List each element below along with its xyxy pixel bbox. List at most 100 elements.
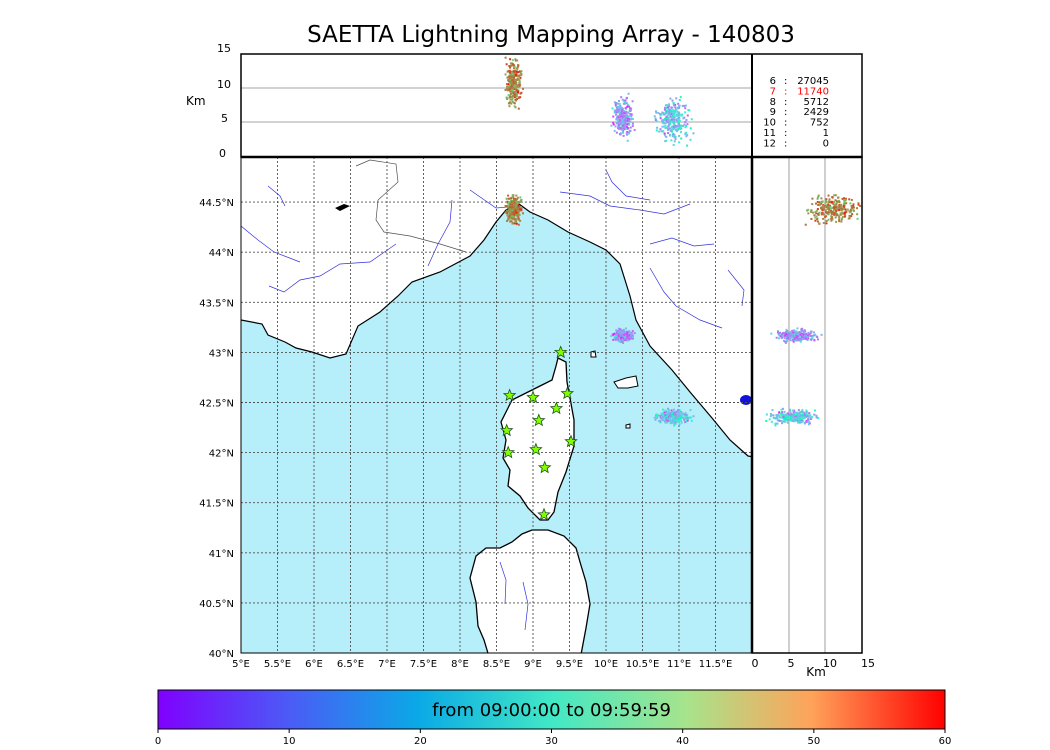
lightning-source-point: [624, 333, 627, 336]
lightning-source-point: [667, 419, 670, 422]
lightning-source-point: [662, 414, 665, 417]
lightning-source-point: [656, 415, 659, 418]
lightning-source-point: [511, 217, 514, 220]
lightning-altitude-point: [840, 209, 843, 212]
lightning-source-point: [619, 333, 622, 336]
map-x-tick: 11°E: [667, 659, 691, 670]
lightning-altitude-point: [822, 221, 825, 224]
lightning-altitude-point: [621, 117, 624, 120]
lightning-altitude-point: [629, 108, 632, 111]
lightning-altitude-point: [508, 94, 511, 97]
lightning-altitude-point: [821, 205, 824, 208]
lightning-altitude-point: [681, 104, 684, 107]
lightning-altitude-point: [849, 208, 852, 211]
lightning-altitude-point: [631, 125, 634, 128]
lightning-altitude-point: [518, 79, 521, 82]
lightning-altitude-point: [512, 64, 515, 67]
lightning-altitude-point: [786, 414, 789, 417]
lightning-altitude-point: [672, 101, 675, 104]
lightning-altitude-point: [617, 125, 620, 128]
lightning-altitude-point: [815, 202, 818, 205]
lightning-altitude-point: [677, 123, 680, 126]
lightning-altitude-point: [680, 114, 683, 117]
lightning-altitude-point: [816, 197, 819, 200]
coastline: [241, 203, 752, 458]
lightning-source-point: [512, 208, 515, 211]
lightning-altitude-point: [830, 211, 833, 214]
lightning-altitude-point: [828, 207, 831, 210]
lightning-altitude-point: [797, 339, 800, 342]
lightning-altitude-point: [672, 119, 675, 122]
lightning-altitude-point: [671, 99, 674, 102]
lightning-altitude-point: [673, 120, 676, 123]
lightning-source-point: [513, 218, 516, 221]
lightning-altitude-point: [674, 103, 677, 106]
lightning-altitude-point: [802, 337, 805, 340]
top-y-tick-0: 0: [219, 147, 226, 160]
lightning-source-point: [680, 410, 683, 413]
lightning-altitude-point: [510, 76, 513, 79]
lightning-source-point: [665, 418, 668, 421]
lightning-altitude-point: [799, 337, 802, 340]
lightning-altitude-point: [804, 223, 807, 226]
lightning-altitude-point: [807, 415, 810, 418]
lightning-altitude-point: [667, 132, 670, 135]
lightning-altitude-point: [833, 200, 836, 203]
lightning-altitude-point: [627, 132, 630, 135]
lightning-altitude-point: [818, 222, 821, 225]
lightning-source-point: [612, 333, 615, 336]
lightning-source-point: [682, 416, 685, 419]
lightning-source-point: [619, 336, 622, 339]
lightning-source-point: [674, 414, 677, 417]
lightning-altitude-point: [836, 207, 839, 210]
lightning-altitude-point: [508, 86, 511, 89]
lightning-altitude-point: [803, 332, 806, 335]
lightning-source-point: [509, 217, 512, 220]
lightning-source-point: [676, 413, 679, 416]
lightning-source-point: [516, 202, 519, 205]
lightning-altitude-point: [665, 118, 668, 121]
lightning-altitude-point: [517, 107, 520, 110]
lightning-altitude-point: [833, 213, 836, 216]
lightning-altitude-point: [515, 81, 518, 84]
lightning-altitude-point: [625, 127, 628, 130]
lightning-source-point: [690, 419, 693, 422]
lightning-altitude-point: [798, 417, 801, 420]
lightning-altitude-point: [624, 111, 627, 114]
map-points: [504, 194, 695, 427]
stats-label: 8: [770, 97, 776, 108]
lightning-altitude-point: [628, 123, 631, 126]
lightning-altitude-point: [838, 207, 841, 210]
lightning-altitude-point: [627, 92, 630, 95]
lightning-source-point: [510, 209, 513, 212]
lightning-altitude-point: [822, 208, 825, 211]
lightning-source-point: [678, 423, 681, 426]
lightning-source-point: [516, 214, 519, 217]
lightning-altitude-point: [815, 209, 818, 212]
lightning-altitude-point: [769, 415, 772, 418]
lightning-altitude-point: [659, 128, 662, 131]
lightning-source-point: [514, 198, 517, 201]
lightning-altitude-point: [784, 415, 787, 418]
lightning-altitude-point: [830, 207, 833, 210]
lightning-altitude-point: [679, 128, 682, 131]
lightning-source-point: [663, 419, 666, 422]
station-star-icon: [499, 423, 514, 437]
map-y-tick: 42.5°N: [199, 398, 234, 409]
lightning-altitude-point: [809, 418, 812, 421]
lightning-source-point: [680, 416, 683, 419]
lightning-altitude-point: [619, 106, 622, 109]
lightning-altitude-point: [807, 423, 810, 426]
lightning-altitude-point: [673, 116, 676, 119]
lightning-source-point: [616, 334, 619, 337]
lightning-altitude-point: [776, 330, 779, 333]
lightning-source-point: [677, 409, 680, 412]
station-star-icon: [502, 388, 517, 402]
lightning-altitude-point: [802, 414, 805, 417]
lightning-altitude-point: [775, 417, 778, 420]
lightning-altitude-point: [671, 119, 674, 122]
lightning-source-point: [505, 197, 508, 200]
lightning-altitude-point: [507, 79, 510, 82]
lightning-altitude-point: [617, 108, 620, 111]
lightning-source-point: [675, 416, 678, 419]
